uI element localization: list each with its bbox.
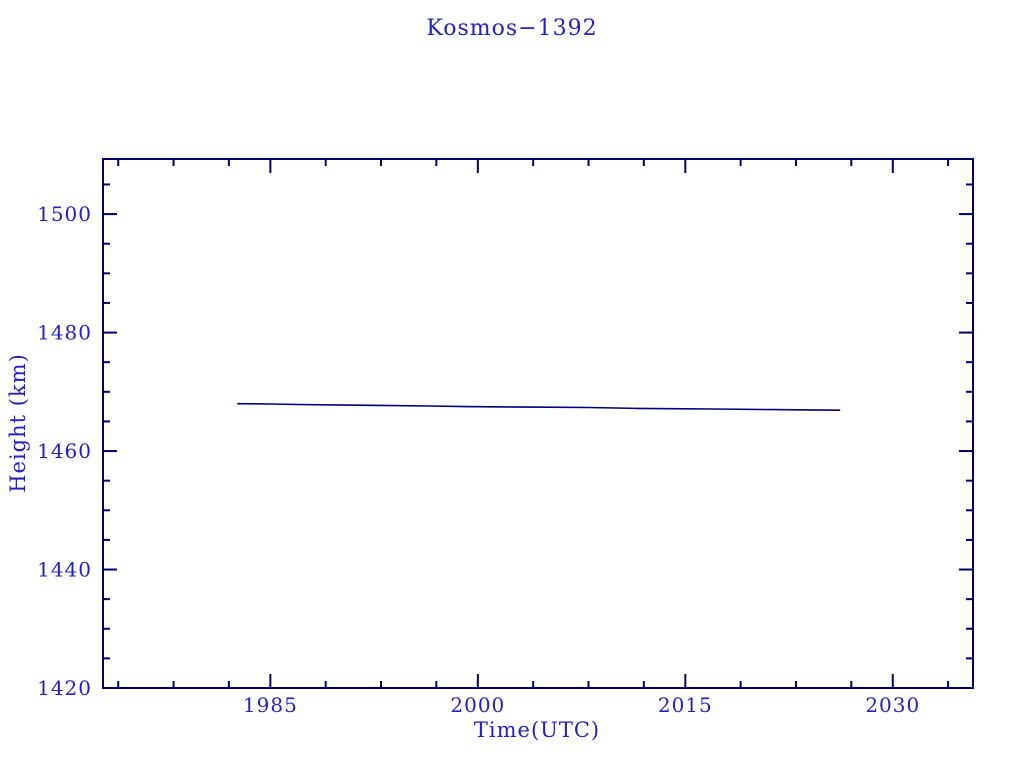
x-tick-label: 2000 (450, 693, 505, 717)
chart-title: Kosmos−1392 (426, 16, 598, 41)
x-axis-title: Time(UTC) (473, 718, 601, 742)
x-tick-label: 2015 (658, 693, 713, 717)
y-tick-label: 1500 (37, 202, 92, 226)
data-line (237, 402, 841, 411)
x-tick-label: 1985 (243, 693, 298, 717)
y-tick-label: 1420 (37, 676, 92, 700)
y-tick-label: 1480 (37, 321, 92, 345)
x-tick-label: 2030 (865, 693, 920, 717)
y-tick-label: 1440 (37, 558, 92, 582)
plot-frame (102, 158, 974, 689)
y-tick-label: 1460 (37, 439, 92, 463)
